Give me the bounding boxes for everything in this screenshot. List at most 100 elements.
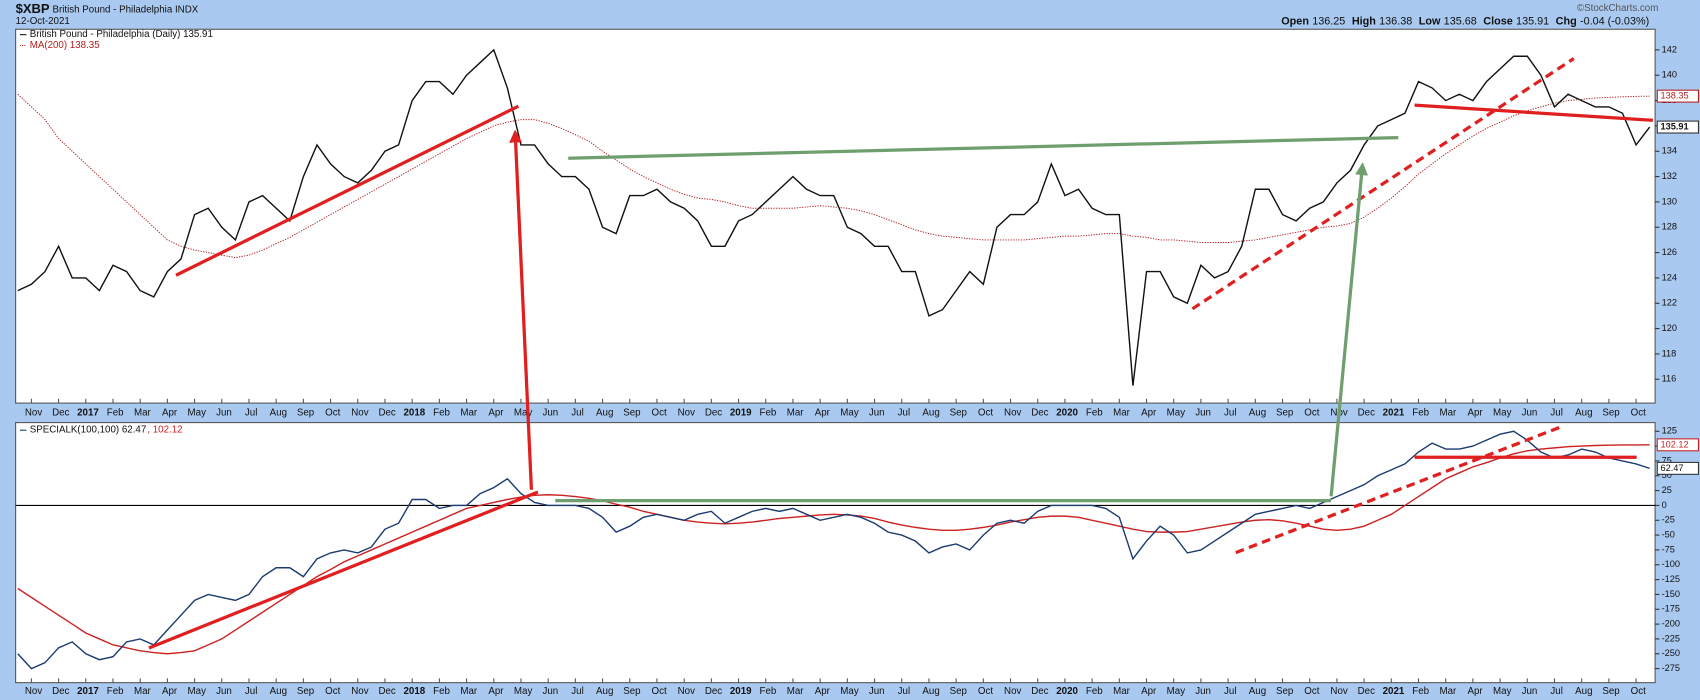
x-tick-label: Mar bbox=[787, 407, 805, 418]
x-tick-label: May bbox=[840, 686, 859, 697]
x-tick-label: Feb bbox=[760, 407, 777, 418]
quote-label: High bbox=[1352, 16, 1376, 28]
y-tick-label: -25 bbox=[1662, 515, 1675, 525]
legend-entry: British Pound - Philadelphia (Daily) 135… bbox=[30, 29, 213, 40]
value-tag bbox=[1656, 89, 1699, 103]
x-tick-label: Aug bbox=[1575, 686, 1592, 697]
quote-value: 135.91 bbox=[1516, 16, 1549, 28]
x-tick-label: May bbox=[188, 407, 207, 418]
x-tick-label: Apr bbox=[162, 686, 178, 697]
x-tick-label: Nov bbox=[25, 407, 42, 418]
x-tick-label: Dec bbox=[1358, 407, 1375, 418]
x-tick-label: Jun bbox=[542, 407, 558, 418]
x-tick-label: Aug bbox=[596, 686, 613, 697]
y-tick-label: 124 bbox=[1662, 272, 1677, 282]
x-tick-label: Dec bbox=[378, 407, 395, 418]
x-tick-label: Feb bbox=[107, 407, 124, 418]
x-tick-label: Dec bbox=[52, 686, 69, 697]
x-tick-label: Sep bbox=[1276, 407, 1294, 418]
y-tick-label: 130 bbox=[1662, 196, 1677, 206]
value-tag bbox=[1656, 120, 1699, 134]
x-tick-label: Apr bbox=[1467, 686, 1483, 697]
x-tick-label: Jun bbox=[1195, 407, 1211, 418]
arrow bbox=[1329, 162, 1369, 497]
x-tick-label: Feb bbox=[1412, 407, 1429, 418]
x-tick-label: Sep bbox=[297, 686, 315, 697]
x-tick-label: Mar bbox=[134, 686, 152, 697]
x-tick-label: 2020 bbox=[1056, 686, 1078, 697]
y-tick-label: 0 bbox=[1662, 500, 1667, 510]
x-tick-label: Sep bbox=[297, 407, 315, 418]
x-tick-label: Dec bbox=[52, 407, 69, 418]
x-tick-label: May bbox=[1493, 686, 1512, 697]
legend-entry: MA(200) 138.35 bbox=[30, 40, 100, 51]
x-tick-label: Mar bbox=[1439, 686, 1457, 697]
y-tick-label: 126 bbox=[1662, 247, 1677, 257]
x-tick-label: Nov bbox=[351, 686, 368, 697]
x-tick-label: Jul bbox=[898, 407, 910, 418]
x-tick-label: Apr bbox=[1141, 686, 1157, 697]
x-tick-label: 2017 bbox=[77, 686, 99, 697]
value-tag-label: 135.91 bbox=[1661, 121, 1689, 131]
x-tick-label: Sep bbox=[623, 686, 641, 697]
quote-label: Open bbox=[1281, 16, 1309, 28]
x-tick-label: Feb bbox=[107, 686, 124, 697]
x-tick-label: Dec bbox=[378, 686, 395, 697]
x-tick-label: 2018 bbox=[403, 407, 425, 418]
x-tick-label: 2020 bbox=[1056, 407, 1078, 418]
x-tick-label: Sep bbox=[623, 407, 641, 418]
x-tick-label: Nov bbox=[25, 686, 42, 697]
x-tick-label: Oct bbox=[1631, 407, 1646, 418]
x-tick-label: Nov bbox=[1330, 686, 1347, 697]
x-tick-label: Dec bbox=[1358, 686, 1375, 697]
x-tick-label: Jun bbox=[869, 686, 885, 697]
value-tag-label: 62.47 bbox=[1661, 463, 1684, 473]
x-tick-label: 2018 bbox=[403, 686, 425, 697]
y-tick-label: 120 bbox=[1662, 323, 1677, 333]
x-tick-label: Apr bbox=[815, 407, 831, 418]
y-tick-label: -200 bbox=[1662, 619, 1680, 629]
x-tick-label: 2021 bbox=[1383, 686, 1405, 697]
x-tick-label: Aug bbox=[1249, 407, 1266, 418]
x-tick-label: Jun bbox=[216, 407, 232, 418]
value-tag bbox=[1656, 438, 1699, 452]
x-tick-label: Dec bbox=[1031, 407, 1048, 418]
quote-label: Close bbox=[1483, 16, 1513, 28]
x-tick-label: Aug bbox=[922, 407, 939, 418]
series-line bbox=[17, 430, 1650, 670]
price-panel bbox=[15, 28, 1656, 404]
x-tick-label: Feb bbox=[433, 407, 450, 418]
x-tick-label: Apr bbox=[162, 407, 178, 418]
x-tick-label: Oct bbox=[1631, 686, 1646, 697]
y-tick-label: 125 bbox=[1662, 426, 1677, 436]
x-tick-label: Nov bbox=[678, 407, 695, 418]
y-tick-label: -50 bbox=[1662, 530, 1675, 540]
x-tick-label: 2017 bbox=[77, 407, 99, 418]
y-tick-label: 75 bbox=[1662, 455, 1672, 465]
x-tick-label: Jun bbox=[1522, 686, 1538, 697]
x-tick-label: Sep bbox=[1602, 686, 1620, 697]
y-tick-label: -125 bbox=[1662, 574, 1680, 584]
credit: ©StockCharts.com bbox=[1577, 3, 1658, 14]
x-tick-label: Feb bbox=[1412, 686, 1429, 697]
y-tick-label: 25 bbox=[1662, 485, 1672, 495]
x-tick-label: Jul bbox=[245, 407, 257, 418]
x-tick-label: Mar bbox=[1113, 407, 1131, 418]
series-line bbox=[17, 48, 1651, 386]
x-tick-label: Jun bbox=[542, 686, 558, 697]
y-tick-label: 122 bbox=[1662, 298, 1677, 308]
x-tick-label: Jul bbox=[1550, 407, 1562, 418]
x-tick-label: Dec bbox=[1031, 686, 1048, 697]
x-tick-label: Feb bbox=[433, 686, 450, 697]
quote-value: -0.04 (-0.03%) bbox=[1580, 16, 1649, 28]
x-tick-label: Mar bbox=[460, 686, 478, 697]
symbol: $XBP bbox=[16, 1, 50, 16]
x-tick-label: Oct bbox=[325, 407, 340, 418]
x-tick-label: Sep bbox=[950, 686, 968, 697]
quote-label: Chg bbox=[1556, 16, 1577, 28]
x-tick-label: Aug bbox=[1575, 407, 1592, 418]
value-tag-label: 138.35 bbox=[1661, 91, 1689, 101]
x-tick-label: Jul bbox=[1224, 407, 1236, 418]
x-tick-label: Mar bbox=[1439, 407, 1457, 418]
